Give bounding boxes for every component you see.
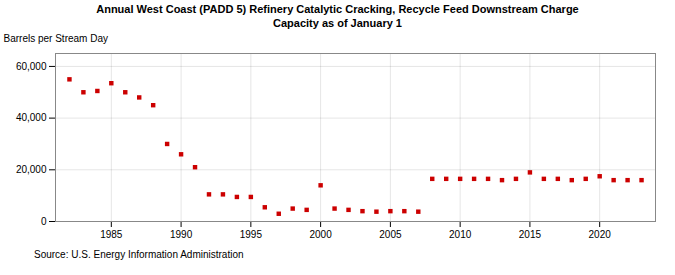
svg-text:2005: 2005	[379, 228, 402, 239]
svg-text:60,000: 60,000	[16, 60, 47, 71]
svg-text:2015: 2015	[519, 228, 542, 239]
svg-text:20,000: 20,000	[16, 164, 47, 175]
html-text:Annual West Coast (PADD 5) Ref: Annual West Coast (PADD 5) Refinery Cata…	[96, 3, 579, 29]
svg-text:2020: 2020	[589, 228, 612, 239]
svg-text:2010: 2010	[449, 228, 472, 239]
svg-text:1985: 1985	[100, 228, 123, 239]
svg-text:1995: 1995	[240, 228, 263, 239]
svg-text:40,000: 40,000	[16, 112, 47, 123]
svg-text:1990: 1990	[170, 228, 193, 239]
html-text:Source: U.S. Energy Informatio: Source: U.S. Energy Information Administ…	[34, 248, 244, 260]
svg-text:0: 0	[41, 215, 47, 226]
svg-text:2000: 2000	[309, 228, 332, 239]
svg-text:Barrels per Stream Day: Barrels per Stream Day	[4, 32, 108, 43]
